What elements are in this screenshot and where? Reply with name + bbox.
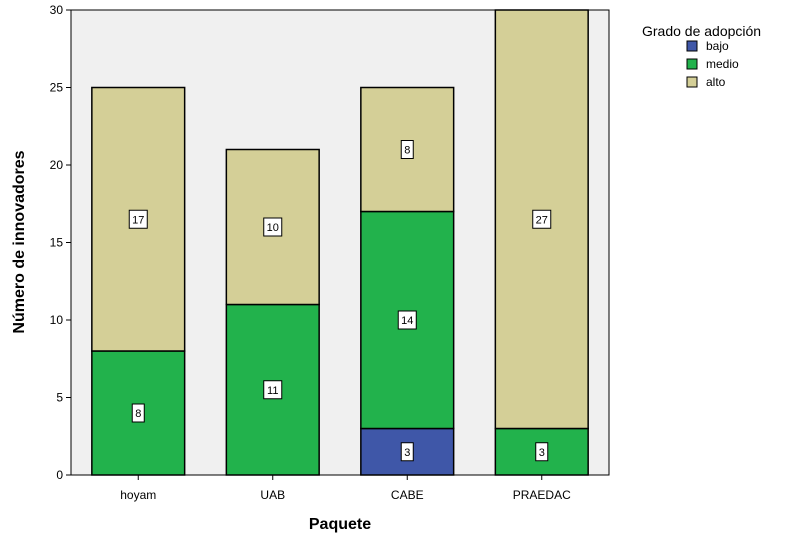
data-label-box xyxy=(400,140,414,159)
legend-label-medio: medio xyxy=(706,57,739,71)
data-label-box xyxy=(131,403,145,423)
x-axis-title: Paquete xyxy=(309,516,371,533)
legend-swatch-alto xyxy=(686,76,698,88)
legend-title: Grado de adopción xyxy=(642,23,761,39)
y-tick-label: 5 xyxy=(56,391,63,405)
bars-layer: 8 17 11 10 3 14 8 3 27 xyxy=(91,9,589,476)
data-label-box xyxy=(263,380,283,400)
data-label-box xyxy=(532,209,552,229)
data-label: 8 xyxy=(404,145,410,157)
legend: Grado de adopción bajo medio alto xyxy=(642,23,761,89)
legend-swatch-bajo xyxy=(686,40,698,52)
data-label: 11 xyxy=(267,385,278,397)
data-label-box xyxy=(263,217,283,237)
y-tick-label: 25 xyxy=(50,81,64,95)
x-tick-label: UAB xyxy=(260,488,285,502)
y-axis: 0 5 10 15 20 25 30 xyxy=(50,3,71,482)
data-label: 3 xyxy=(404,447,410,459)
data-label-box xyxy=(397,310,417,330)
y-tick-label: 0 xyxy=(56,468,63,482)
y-tick-label: 20 xyxy=(50,158,64,172)
data-label: 14 xyxy=(401,315,413,327)
legend-label-alto: alto xyxy=(706,75,726,89)
x-tick-label: CABE xyxy=(391,488,424,502)
x-axis: hoyam UAB CABE PRAEDAC xyxy=(120,475,571,502)
data-label: 27 xyxy=(536,214,548,226)
data-label-box xyxy=(128,209,148,229)
y-axis-title: Número de innovadores xyxy=(11,150,28,333)
data-label: 10 xyxy=(267,222,279,234)
x-tick-label: PRAEDAC xyxy=(513,488,571,502)
y-tick-label: 15 xyxy=(50,236,64,250)
legend-swatch-medio xyxy=(686,58,698,70)
data-label-box xyxy=(400,442,414,462)
legend-label-bajo: bajo xyxy=(706,39,729,53)
y-tick-label: 30 xyxy=(50,3,64,17)
x-tick-label: hoyam xyxy=(120,488,156,502)
data-label: 3 xyxy=(539,447,545,459)
y-tick-label: 10 xyxy=(50,313,64,327)
data-label-box xyxy=(535,442,549,462)
data-label: 8 xyxy=(135,408,141,420)
data-label: 17 xyxy=(132,214,144,226)
